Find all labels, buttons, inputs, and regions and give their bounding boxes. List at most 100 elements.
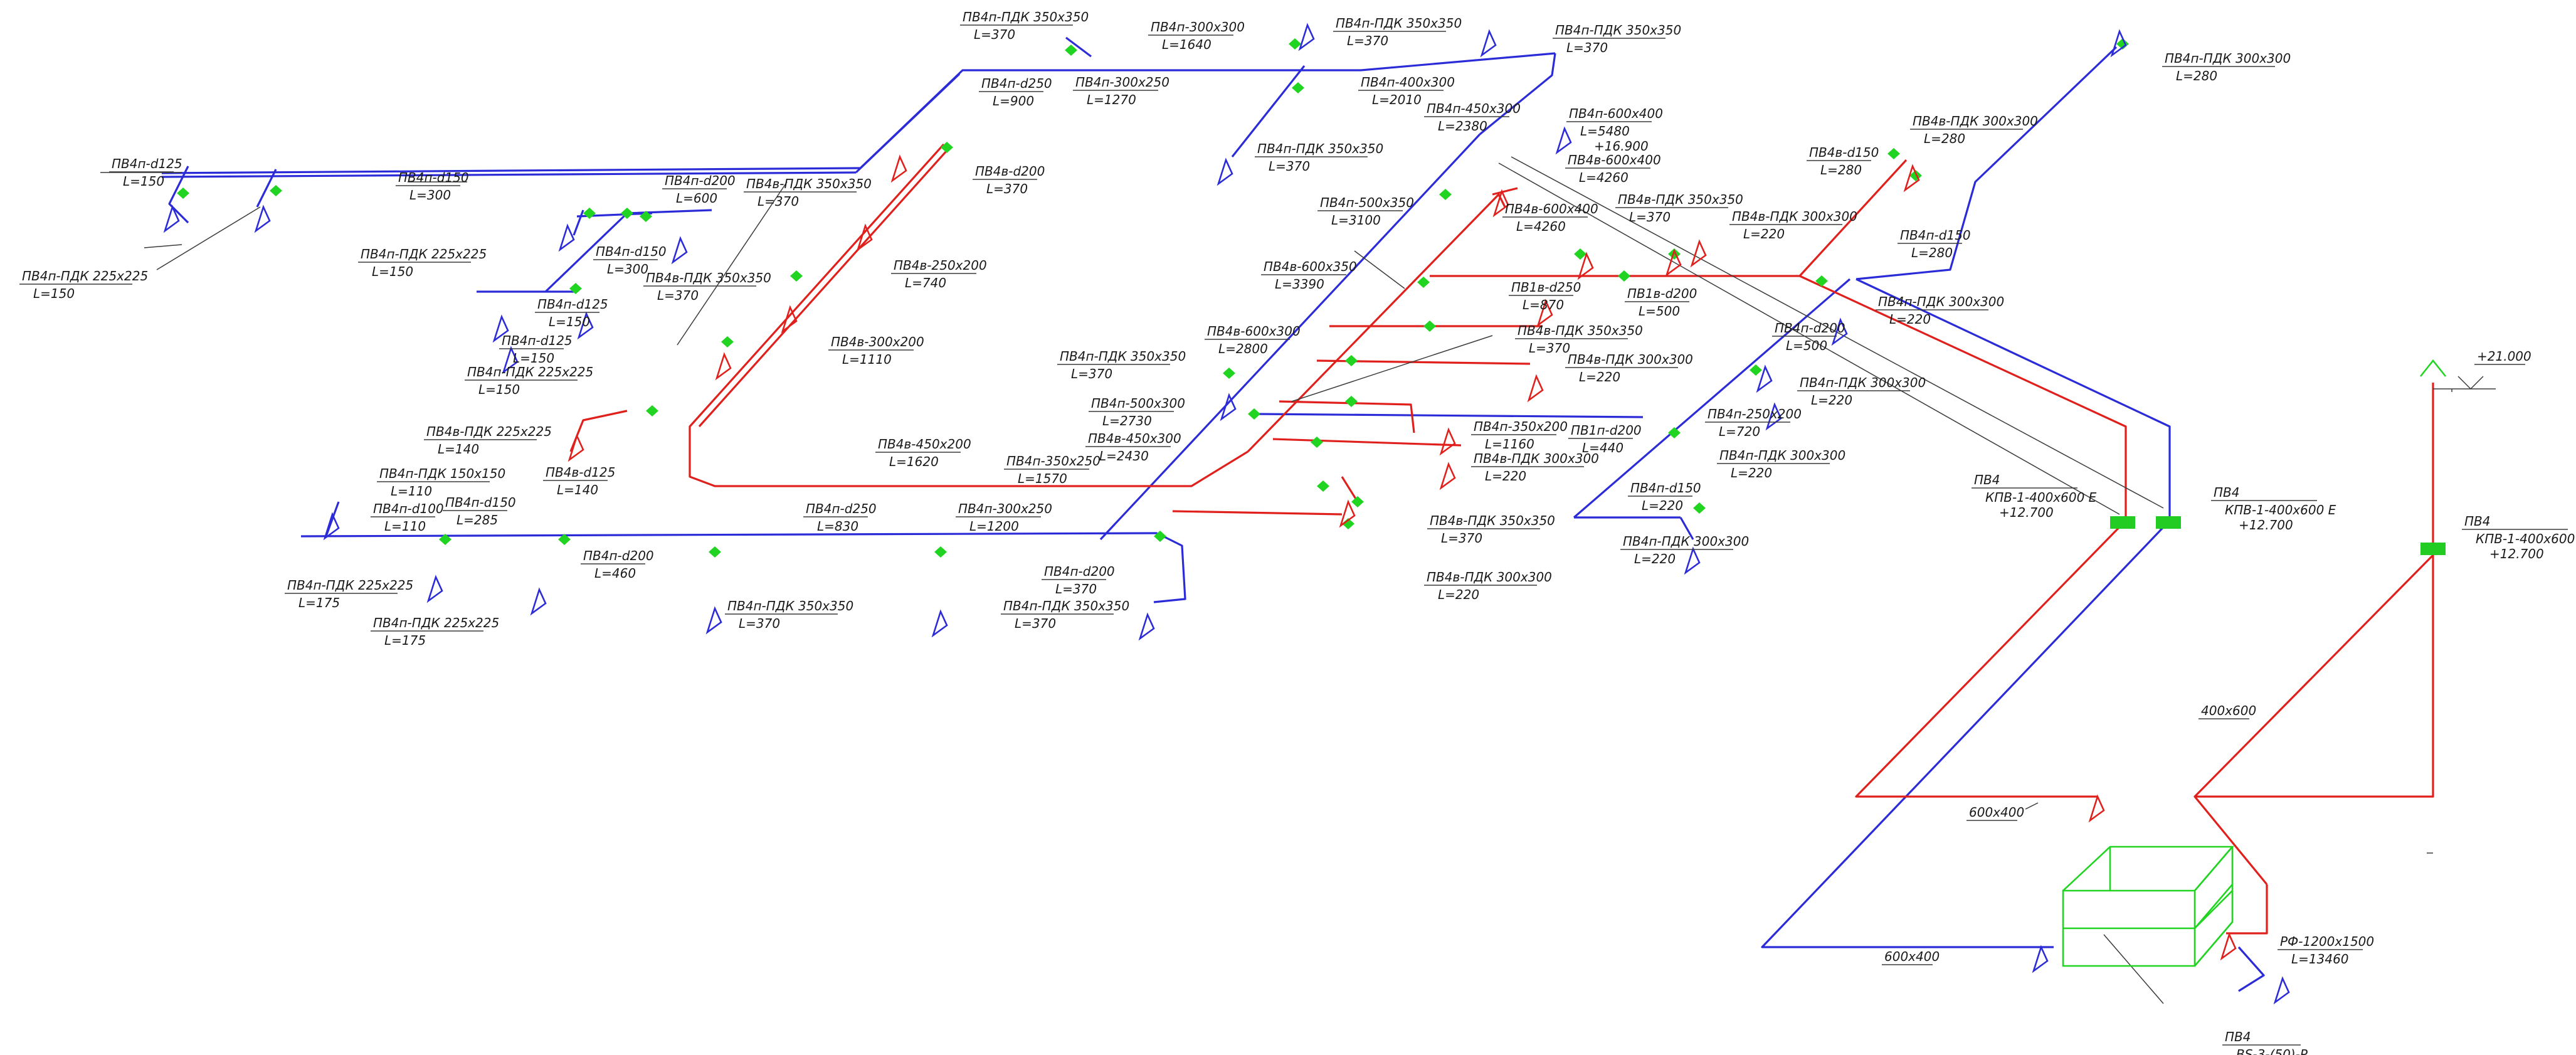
duct-label: ПВ4в-600x400 L=4260: [1502, 201, 1598, 234]
label-subtext: L=4260: [1516, 219, 1566, 234]
label-text: ПВ4п-ПДК 300x300: [2165, 51, 2291, 66]
leader-line: [677, 181, 788, 346]
valve-marker: [2116, 38, 2129, 50]
terminal-symbol: [1831, 317, 1848, 346]
label-text: ПВ4п-ПДК 150x150: [379, 466, 505, 481]
label-subtext: L=2730: [1102, 413, 1152, 428]
elevation-line: [2433, 376, 2496, 390]
duct-label: ПВ4п-d250 L=830: [803, 501, 877, 534]
duct-label: ПВ4в-d125 L=140: [543, 465, 615, 497]
label-subtext-2: +16.900: [1594, 139, 1649, 154]
valve-markers: [177, 38, 2129, 558]
terminal-symbol: [2088, 794, 2105, 823]
supply-duct: [300, 532, 1158, 538]
label-subtext: L=2380: [1438, 119, 1487, 134]
supply-duct: [161, 171, 857, 178]
label-subtext: L=370: [1566, 40, 1608, 55]
duct-label: ПВ4в-600x350 L=3390: [1261, 259, 1357, 292]
label-text: ПВ4п-d200: [1775, 321, 1845, 336]
exhaust-duct: [1799, 275, 2127, 798]
duct-label: ПВ4в-ПДК 350x350 L=370: [1427, 513, 1555, 546]
label-subtext: L=3100: [1331, 213, 1381, 228]
valve-marker: [934, 546, 947, 558]
label-subtext: L=870: [1523, 297, 1564, 312]
duct-label: ПВ1п-d200 L=440: [1568, 423, 1642, 455]
label-text: ПВ4: [2214, 485, 2239, 500]
label-subtext: L=740: [905, 275, 946, 290]
label-subtext: L=460: [594, 566, 636, 581]
label-subtext: BS-3-(50)-Р: [2236, 1047, 2308, 1055]
terminal-symbol: [163, 204, 180, 233]
terminal-symbol: [1555, 126, 1572, 155]
label-text: ПВ4п-ПДК 300x300: [1719, 448, 1845, 463]
duct-label: ПВ4в-d200 L=370: [973, 164, 1045, 196]
label-subtext: L=300: [607, 262, 648, 277]
valve-marker: [709, 546, 721, 558]
duct-label: ПВ4в-300x200 L=1110: [828, 334, 924, 367]
label-text: 400x600: [2201, 703, 2256, 718]
label-subtext: L=370: [1071, 366, 1112, 381]
terminal-symbol: [1220, 393, 1237, 421]
label-text: ПВ4п-500x350: [1320, 195, 1414, 210]
duct-label: ПВ4п-ПДК 300x300 L=220: [1876, 294, 2004, 327]
terminal-symbol: [856, 223, 873, 252]
label-text: ПВ4п-ПДК 225x225: [373, 615, 499, 630]
label-text: ПВ4п-d150: [445, 495, 516, 510]
valve-marker: [583, 208, 596, 219]
ahu-outline: [2062, 846, 2234, 891]
label-subtext: L=220: [1811, 393, 1852, 408]
valve-marker: [177, 188, 189, 199]
label-text: ПВ4п-ПДК 225x225: [22, 268, 148, 284]
terminal-symbol: [1690, 239, 1707, 268]
label-subtext: L=5480: [1580, 124, 1630, 139]
duct-label: ПВ4п-ПДК 300x300 L=280: [2162, 51, 2291, 83]
label-subtext: L=150: [513, 351, 554, 366]
label-text: ПВ4: [1974, 472, 2000, 487]
label-text: ПВ1п-d200: [1571, 423, 1642, 438]
label-subtext: L=370: [739, 616, 780, 631]
label-text: ПВ4в-450x300: [1088, 431, 1181, 446]
supply-duct: [325, 501, 340, 537]
duct-label: ПВ4п-ПДК 150x150 L=110: [377, 466, 505, 499]
duct-label: 600x400: [1882, 949, 1940, 965]
supply-duct: [1855, 46, 2118, 280]
label-text: ПВ4п-ПДК 350x350: [963, 9, 1089, 24]
label-text: ПВ4п-d250: [981, 76, 1052, 91]
duct-label: ПВ4п-ПДК 350x350 L=370: [725, 598, 853, 631]
label-subtext: L=720: [1719, 424, 1760, 439]
valve-marker: [558, 534, 571, 545]
leader-line: [156, 206, 261, 270]
duct-label: ПВ4 BS-3-(50)-Р: [2222, 1029, 2308, 1055]
duct-label: ПВ4п-500x300 L=2730: [1089, 396, 1185, 428]
terminal-symbol: [1480, 29, 1497, 58]
duct-label: ПВ4в-ПДК 300x300 L=220: [1565, 352, 1693, 384]
label-subtext: L=150: [33, 286, 75, 301]
duct-label: ПВ4в-ПДК 350x350 L=370: [643, 270, 771, 303]
label-text: ПВ4п-350x250: [1006, 453, 1101, 469]
leader-line: [2103, 934, 2164, 1004]
label-text: ПВ4в-ПДК 350x350: [1618, 192, 1743, 207]
exhaust-duct: [1492, 187, 1518, 196]
label-subtext: L=1270: [1087, 92, 1136, 107]
duct-label: ПВ4п-d150 L=300: [593, 244, 667, 277]
duct-label: ПВ4п-ПДК 225x225 L=150: [19, 268, 148, 301]
duct-label: ПВ4в-d150 L=280: [1807, 145, 1879, 178]
label-text: РФ-1200x1500: [2280, 934, 2374, 949]
label-subtext: КПВ-1-400x600 Е: [2225, 502, 2336, 517]
label-text: ПВ4в-ПДК 300x300: [1427, 570, 1552, 585]
duct-label: ПВ4п-350x200 L=1160: [1471, 419, 1568, 452]
label-text: ПВ4п-d150: [1900, 228, 1971, 243]
duct-label: ПВ4в-ПДК 300x300 L=280: [1910, 114, 2038, 146]
label-subtext: L=110: [391, 484, 432, 499]
label-subtext: L=370: [1269, 159, 1310, 174]
label-text: ПВ4в-ПДК 350x350: [1430, 513, 1555, 528]
valve-marker: [1345, 396, 1358, 407]
duct-label: ПВ4п-d125 L=150: [499, 333, 573, 366]
duct-label: ПВ4п-d150 L=300: [396, 170, 469, 203]
duct-label: ПВ4в-600x300 L=2800: [1205, 324, 1301, 356]
label-text: ПВ4в-600x300: [1207, 324, 1301, 339]
exhaust-duct: [698, 149, 948, 428]
fire-damper: [2420, 543, 2446, 555]
label-subtext: КПВ-1-400x600 Е: [1985, 490, 2097, 505]
duct-label: ПВ4п-ПДК 350x350 L=370: [960, 9, 1089, 42]
